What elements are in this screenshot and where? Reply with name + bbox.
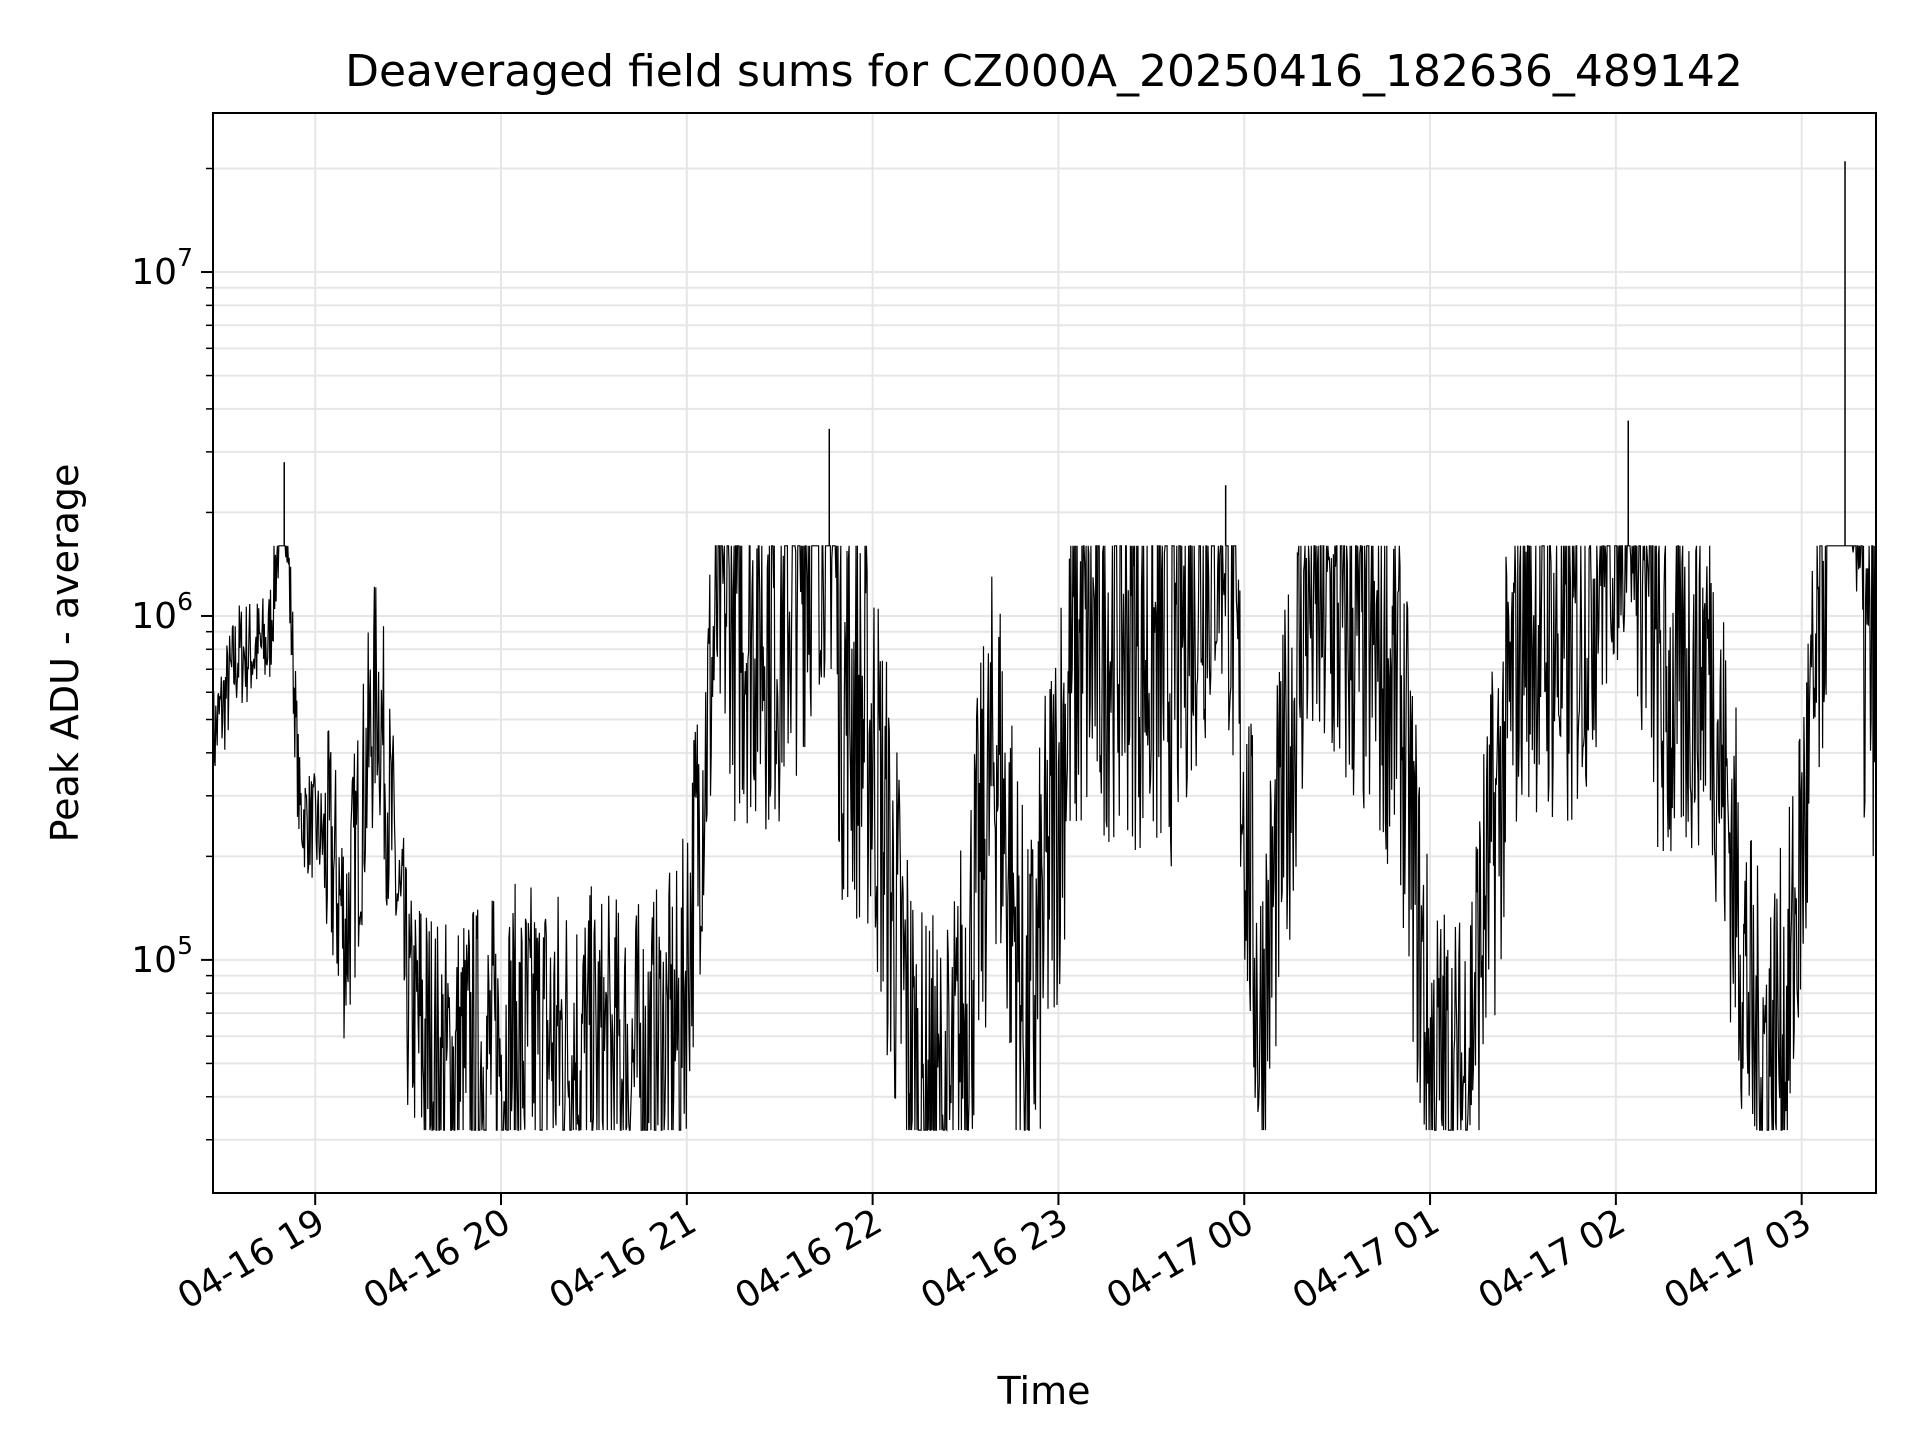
y-tick-label: 107 [131, 243, 193, 293]
y-tick-label-base: 10 [131, 252, 177, 293]
plot-frame [212, 112, 1877, 1194]
chart-title: Deaveraged field sums for CZ000A_2025041… [345, 46, 1743, 97]
y-tick-label-base: 10 [131, 596, 177, 637]
y-tick-label-exponent: 5 [177, 931, 193, 960]
x-axis-label: Time [997, 1369, 1091, 1413]
y-axis-label: Peak ADU - average [43, 464, 87, 843]
y-tick-label-base: 10 [131, 940, 177, 981]
y-tick-label: 106 [131, 587, 193, 637]
series-area [212, 161, 1877, 1132]
y-tick-label-exponent: 6 [177, 587, 193, 616]
y-tick-label: 105 [131, 931, 193, 981]
series-line [212, 545, 1877, 1132]
grid [213, 113, 1876, 1193]
y-tick-label-exponent: 7 [177, 243, 193, 272]
